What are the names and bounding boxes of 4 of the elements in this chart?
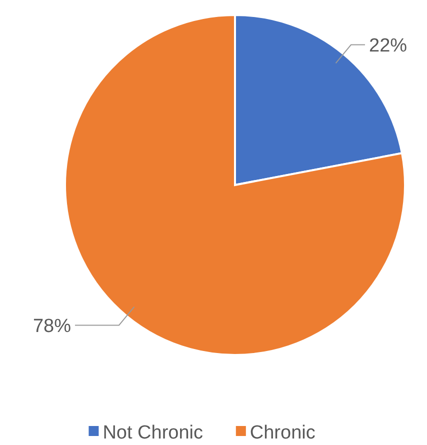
data-label: 22% <box>369 35 408 56</box>
legend-label: Not Chronic <box>102 422 204 444</box>
legend-label: Chronic <box>250 422 316 444</box>
data-label: 78% <box>32 316 72 337</box>
